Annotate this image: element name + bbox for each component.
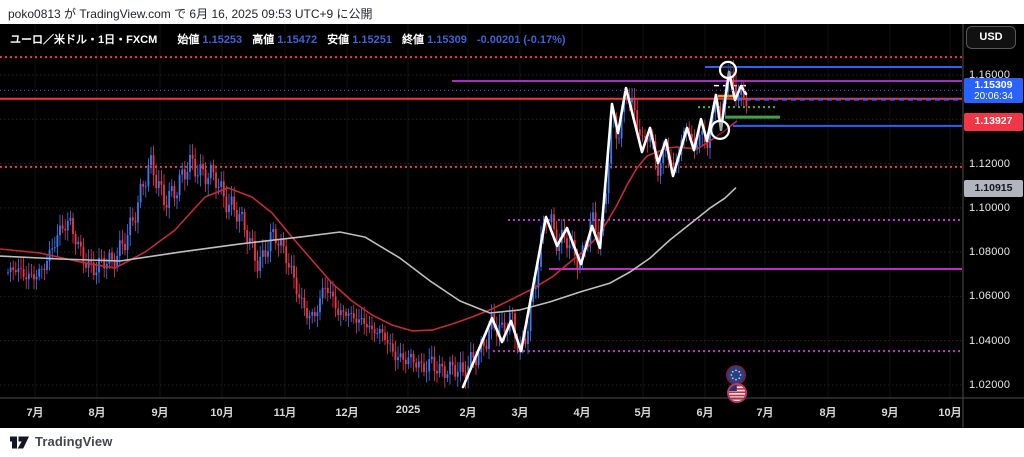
time-axis-label: 5月 (634, 407, 652, 419)
time-axis-label: 11月 (273, 407, 297, 419)
price-scale-label: 1.04000 (969, 334, 1011, 347)
ma-slow-price-badge: 1.10915 (964, 180, 1023, 198)
time-axis-label: 2025 (395, 404, 421, 416)
time-axis-label: 12月 (335, 407, 359, 419)
time-axis-label: 10月 (938, 407, 962, 419)
price-scale-label: 1.06000 (969, 290, 1011, 303)
ma-fast-price-badge: 1.13927 (964, 112, 1023, 131)
time-axis-label: 9月 (881, 407, 899, 419)
time-axis-label: 6月 (696, 407, 714, 419)
tradingview-logo-icon (10, 436, 29, 449)
last-price-badge: 1.15309 20:06:34 (964, 78, 1023, 104)
ma-fast-line (0, 120, 738, 332)
swing-high-circle (718, 60, 738, 80)
currency-toggle-button[interactable]: USD (966, 26, 1016, 49)
price-scale-label: 1.08000 (969, 246, 1011, 259)
time-axis-label: 7月 (756, 407, 774, 419)
swing-low-circle (709, 119, 731, 141)
time-axis-label: 9月 (151, 407, 169, 419)
open-label: 始値 (177, 34, 200, 46)
candlestick-series (7, 60, 748, 389)
time-axis-label: 8月 (819, 407, 837, 419)
drawing-lines (0, 56, 962, 353)
publish-attribution: poko0813 が TradingView.com で 6月 16, 2025… (8, 7, 373, 21)
time-axis-label: 8月 (88, 407, 106, 419)
time-axis-label: 10月 (210, 407, 234, 419)
tradingview-logo-text: TradingView (35, 434, 113, 449)
close-value: 1.15309 (427, 34, 467, 46)
symbol-title: ユーロ／米ドル・1日・FXCM (10, 34, 158, 46)
time-axis-label: 2月 (459, 407, 477, 419)
price-scale-label: 1.16000 (969, 69, 1011, 81)
low-value: 1.15251 (352, 34, 392, 46)
tradingview-attribution[interactable]: TradingView (10, 434, 112, 449)
price-scale-label: 1.10000 (969, 201, 1011, 214)
chart-legend[interactable]: ユーロ／米ドル・1日・FXCM 始値 1.15253 高値 1.15472 安値… (10, 31, 566, 47)
change-value: -0.00201 (-0.17%) (476, 34, 566, 46)
close-label: 終値 (402, 34, 425, 46)
open-value: 1.15253 (202, 34, 243, 46)
zigzag-line (461, 70, 748, 389)
time-axis-label: 4月 (573, 407, 591, 419)
high-value: 1.15472 (277, 34, 318, 46)
us-flag-icon (727, 383, 747, 403)
ma-slow-line (0, 187, 737, 314)
eu-flag-icon (726, 365, 746, 385)
chart-container: ユーロ／米ドル・1日・FXCM 始値 1.15253 高値 1.15472 安値… (0, 24, 1024, 428)
price-scale-label: 1.12000 (969, 157, 1011, 170)
low-label: 安値 (327, 34, 350, 46)
chart-plot[interactable] (0, 24, 1024, 428)
high-label: 高値 (252, 34, 275, 46)
time-axis-label: 7月 (26, 407, 44, 419)
price-scale-label: 1.02000 (969, 378, 1011, 391)
time-axis-label: 3月 (511, 407, 529, 419)
